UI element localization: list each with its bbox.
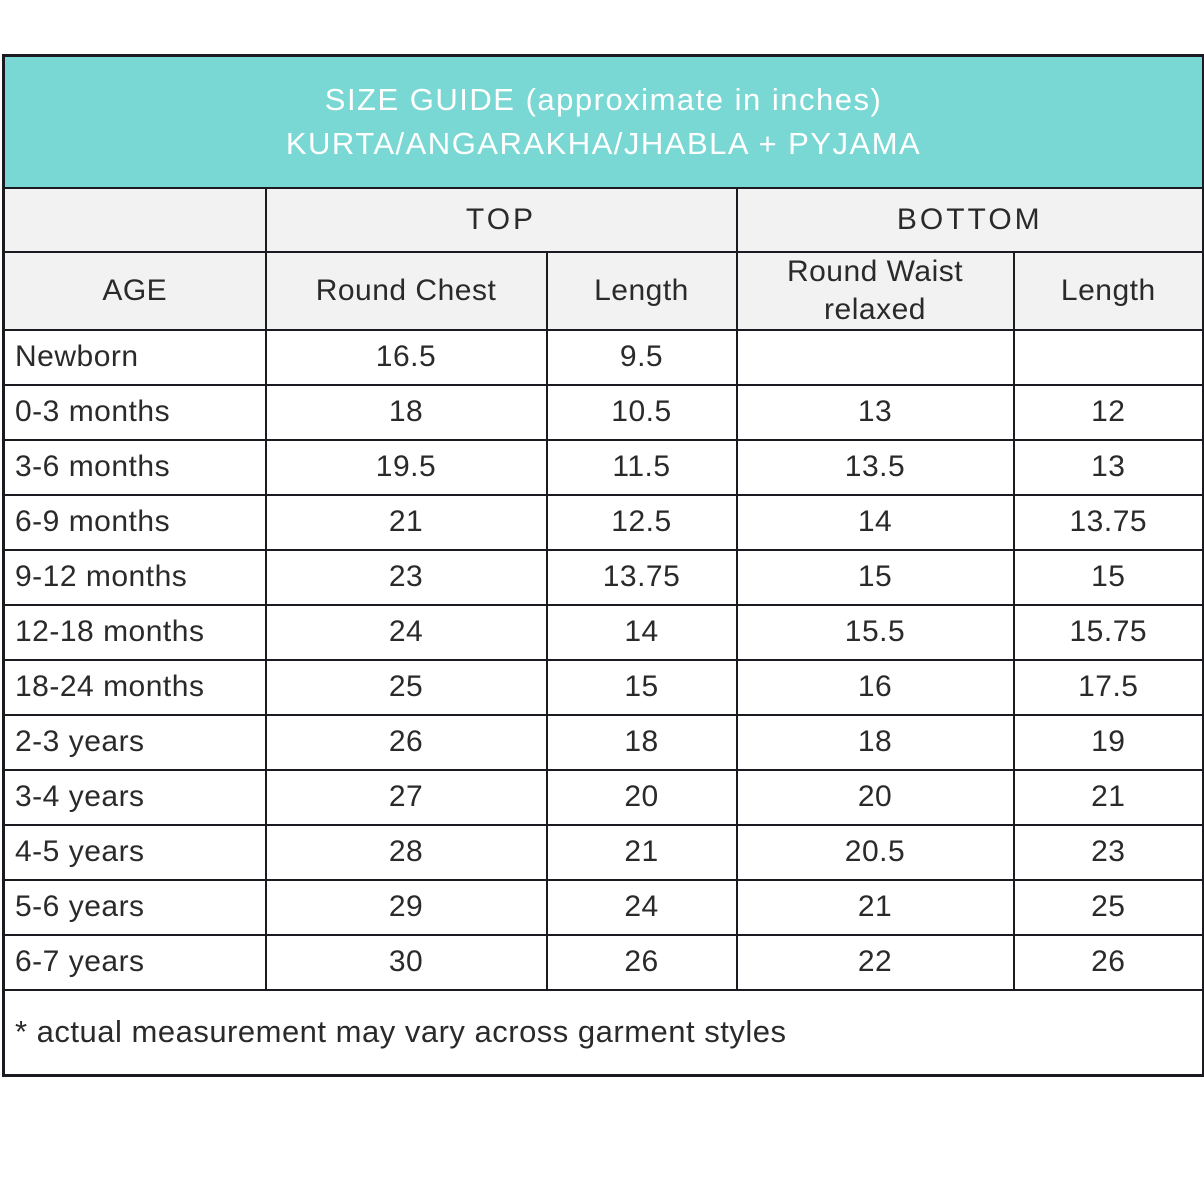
measurement-cell: 17.5 — [1012, 658, 1204, 716]
measurement-cell: 19 — [1012, 713, 1204, 771]
column-header-row: AGE Round Chest Length Round Waist relax… — [2, 250, 1204, 331]
table-row: 6-7 years 30 26 22 26 — [2, 933, 1204, 991]
measurement-cell: 23 — [1012, 823, 1204, 881]
measurement-cell: 29 — [264, 878, 548, 936]
measurement-cell: 27 — [264, 768, 548, 826]
measurement-cell: 15 — [545, 658, 738, 716]
measurement-cell: 21 — [735, 878, 1015, 936]
table-row: 5-6 years 29 24 21 25 — [2, 878, 1204, 936]
measurement-cell: 18 — [264, 383, 548, 441]
age-cell: 2-3 years — [2, 713, 267, 771]
table-row: 12-18 months 24 14 15.5 15.75 — [2, 603, 1204, 661]
measurement-cell: 14 — [735, 493, 1015, 551]
measurement-cell: 14 — [545, 603, 738, 661]
measurement-cell: 13.75 — [1012, 493, 1204, 551]
group-header-top: TOP — [264, 186, 738, 253]
age-cell: 3-4 years — [2, 768, 267, 826]
measurement-cell — [735, 328, 1015, 386]
title-banner-row: SIZE GUIDE (approximate in inches) KURTA… — [2, 54, 1204, 189]
age-cell: 6-7 years — [2, 933, 267, 991]
column-header-round-waist: Round Waist relaxed — [735, 250, 1015, 331]
column-header-bottom-length: Length — [1012, 250, 1204, 331]
measurement-cell: 15 — [1012, 548, 1204, 606]
group-header-bottom: BOTTOM — [735, 186, 1204, 253]
age-cell: 18-24 months — [2, 658, 267, 716]
measurement-cell: 26 — [545, 933, 738, 991]
measurement-cell: 13 — [735, 383, 1015, 441]
measurement-cell: 19.5 — [264, 438, 548, 496]
measurement-cell: 16.5 — [264, 328, 548, 386]
table-row: 3-4 years 27 20 20 21 — [2, 768, 1204, 826]
column-header-round-chest: Round Chest — [264, 250, 548, 331]
measurement-cell — [1012, 328, 1204, 386]
measurement-cell: 12 — [1012, 383, 1204, 441]
measurement-cell: 24 — [545, 878, 738, 936]
measurement-cell: 20 — [545, 768, 738, 826]
measurement-cell: 13.75 — [545, 548, 738, 606]
table-subtitle: KURTA/ANGARAKHA/JHABLA + PYJAMA — [285, 125, 922, 161]
measurement-cell: 23 — [264, 548, 548, 606]
footnote: * actual measurement may vary across gar… — [2, 988, 1204, 1077]
measurement-cell: 15.5 — [735, 603, 1015, 661]
column-header-top-length: Length — [545, 250, 738, 331]
table-row: 6-9 months 21 12.5 14 13.75 — [2, 493, 1204, 551]
measurement-cell: 21 — [545, 823, 738, 881]
age-cell: 9-12 months — [2, 548, 267, 606]
measurement-cell: 20 — [735, 768, 1015, 826]
measurement-cell: 26 — [264, 713, 548, 771]
measurement-cell: 15.75 — [1012, 603, 1204, 661]
footnote-row: * actual measurement may vary across gar… — [2, 988, 1204, 1077]
table-row: 2-3 years 26 18 18 19 — [2, 713, 1204, 771]
size-guide-table: SIZE GUIDE (approximate in inches) KURTA… — [2, 54, 1204, 1077]
table-row: 0-3 months 18 10.5 13 12 — [2, 383, 1204, 441]
age-cell: 5-6 years — [2, 878, 267, 936]
measurement-cell: 13.5 — [735, 438, 1015, 496]
age-cell: 4-5 years — [2, 823, 267, 881]
age-cell: 3-6 months — [2, 438, 267, 496]
age-cell: 0-3 months — [2, 383, 267, 441]
measurement-cell: 26 — [1012, 933, 1204, 991]
age-cell: 6-9 months — [2, 493, 267, 551]
table-row: 3-6 months 19.5 11.5 13.5 13 — [2, 438, 1204, 496]
table-body: Newborn 16.5 9.5 0-3 months 18 10.5 13 12 3-6 mo… — [2, 328, 1204, 991]
measurement-cell: 25 — [264, 658, 548, 716]
measurement-cell: 25 — [1012, 878, 1204, 936]
group-header-empty — [2, 186, 267, 253]
table-row: Newborn 16.5 9.5 — [2, 328, 1204, 386]
measurement-cell: 11.5 — [545, 438, 738, 496]
measurement-cell: 13 — [1012, 438, 1204, 496]
column-header-age: AGE — [2, 250, 267, 331]
title-banner: SIZE GUIDE (approximate in inches) KURTA… — [2, 54, 1204, 189]
age-cell: 12-18 months — [2, 603, 267, 661]
measurement-cell: 21 — [1012, 768, 1204, 826]
measurement-cell: 30 — [264, 933, 548, 991]
table-title: SIZE GUIDE (approximate in inches) — [324, 81, 883, 117]
measurement-cell: 18 — [545, 713, 738, 771]
table-row: 9-12 months 23 13.75 15 15 — [2, 548, 1204, 606]
table-row: 18-24 months 25 15 16 17.5 — [2, 658, 1204, 716]
measurement-cell: 10.5 — [545, 383, 738, 441]
measurement-cell: 16 — [735, 658, 1015, 716]
age-cell: Newborn — [2, 328, 267, 386]
measurement-cell: 18 — [735, 713, 1015, 771]
measurement-cell: 9.5 — [545, 328, 738, 386]
measurement-cell: 12.5 — [545, 493, 738, 551]
measurement-cell: 24 — [264, 603, 548, 661]
measurement-cell: 21 — [264, 493, 548, 551]
measurement-cell: 15 — [735, 548, 1015, 606]
measurement-cell: 28 — [264, 823, 548, 881]
group-header-row: TOP BOTTOM — [2, 186, 1204, 253]
measurement-cell: 22 — [735, 933, 1015, 991]
measurement-cell: 20.5 — [735, 823, 1015, 881]
table-row: 4-5 years 28 21 20.5 23 — [2, 823, 1204, 881]
